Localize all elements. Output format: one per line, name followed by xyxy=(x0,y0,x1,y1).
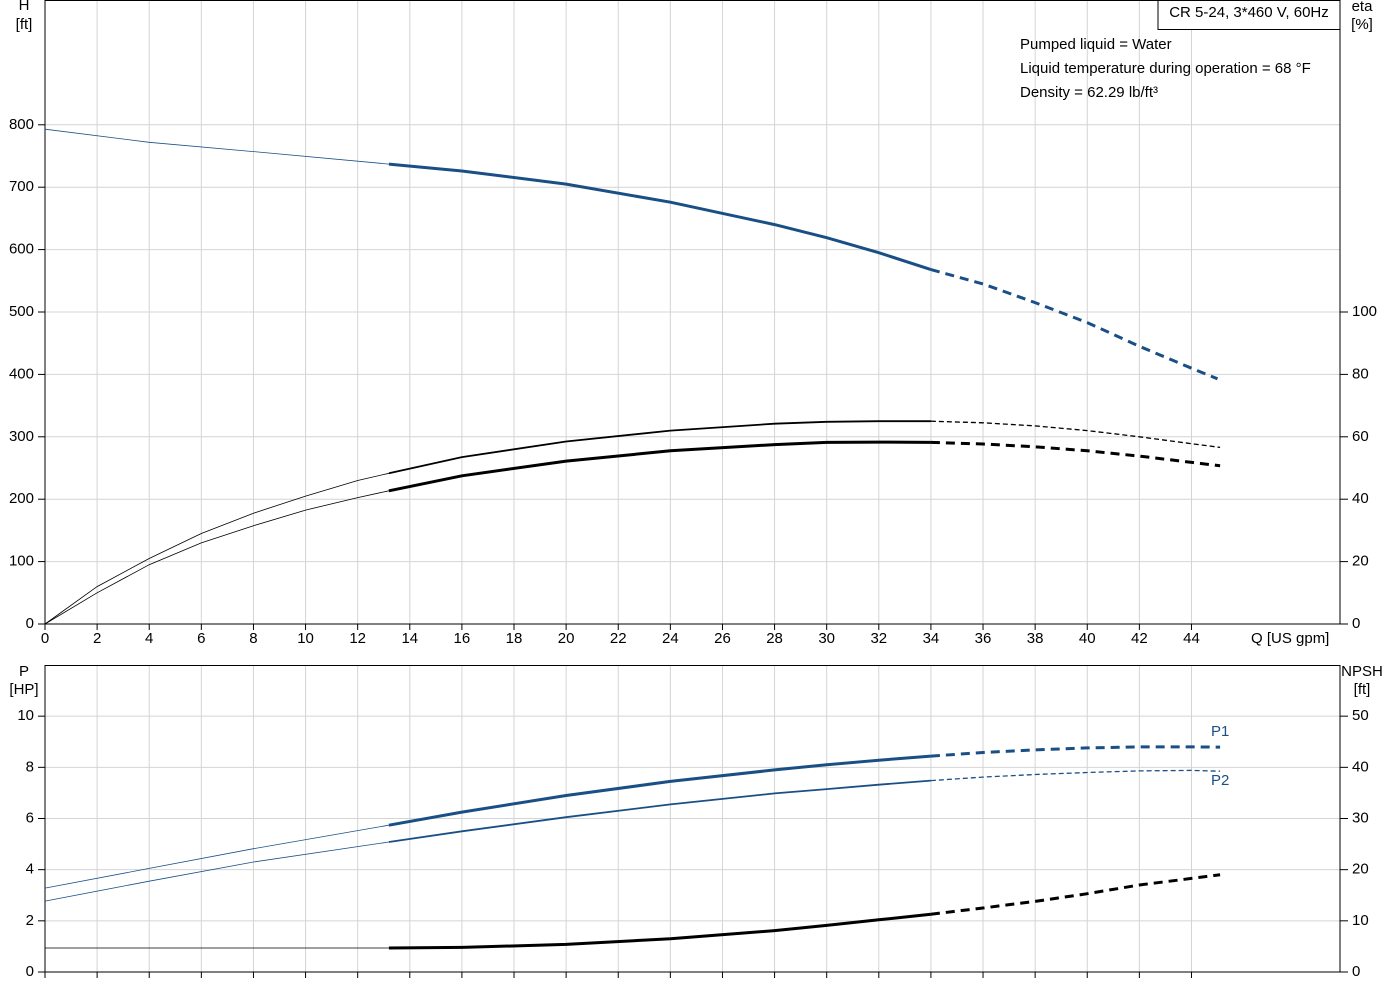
plot-frame xyxy=(44,665,1341,973)
y-tick-label: 100 xyxy=(9,553,34,570)
annotation: Density = 62.29 lb/ft³ xyxy=(1020,84,1158,101)
y-tick-label: 700 xyxy=(9,178,34,195)
y-axis-label: H xyxy=(19,0,30,14)
title-box xyxy=(1157,0,1341,30)
curve xyxy=(930,268,1219,381)
y2-tick-label: 40 xyxy=(1352,490,1369,507)
y-axis-unit: [HP] xyxy=(9,681,38,698)
x-tick-label: 22 xyxy=(610,630,627,647)
curve xyxy=(44,841,389,902)
x-tick-label: 0 xyxy=(41,630,49,647)
curve xyxy=(930,420,1221,449)
y2-axis-label: eta xyxy=(1352,0,1374,15)
y2-tick-label: 0 xyxy=(1352,615,1360,632)
curve-label: P2 xyxy=(1211,772,1229,789)
x-tick-label: 24 xyxy=(662,630,679,647)
curve xyxy=(388,779,931,843)
x-tick-label: 26 xyxy=(714,630,731,647)
curve xyxy=(930,440,1221,468)
y2-tick-label: 0 xyxy=(1352,963,1360,980)
curve xyxy=(44,128,389,165)
y2-tick-label: 20 xyxy=(1352,861,1369,878)
x-tick-label: 40 xyxy=(1079,630,1096,647)
y-tick-label: 600 xyxy=(9,241,34,258)
x-axis-label: Q [US gpm] xyxy=(1251,630,1329,647)
y2-tick-label: 30 xyxy=(1352,809,1369,826)
x-tick-label: 14 xyxy=(401,630,418,647)
y2-tick-label: 80 xyxy=(1352,365,1369,382)
curve xyxy=(44,490,389,625)
x-tick-label: 34 xyxy=(923,630,940,647)
y-tick-label: 4 xyxy=(26,861,34,878)
y2-tick-label: 10 xyxy=(1352,912,1369,929)
x-tick-label: 28 xyxy=(766,630,783,647)
y-tick-label: 6 xyxy=(26,809,34,826)
y2-axis-unit: [ft] xyxy=(1354,681,1371,698)
y-tick-label: 500 xyxy=(9,303,34,320)
y2-axis-label: NPSH xyxy=(1341,663,1383,680)
y2-tick-label: 20 xyxy=(1352,553,1369,570)
x-tick-label: 12 xyxy=(349,630,366,647)
y2-tick-label: 50 xyxy=(1352,707,1369,724)
chart-title: CR 5-24, 3*460 V, 60Hz xyxy=(1169,4,1329,21)
curve xyxy=(388,912,932,950)
x-tick-label: 30 xyxy=(818,630,835,647)
y-tick-label: 8 xyxy=(26,758,34,775)
y-tick-label: 10 xyxy=(17,707,34,724)
x-tick-label: 8 xyxy=(249,630,257,647)
curve xyxy=(388,754,932,827)
curve xyxy=(930,745,1221,758)
curve xyxy=(930,769,1221,782)
y-tick-label: 400 xyxy=(9,365,34,382)
x-tick-label: 4 xyxy=(145,630,153,647)
y-tick-label: 0 xyxy=(26,963,34,980)
curve-label: P1 xyxy=(1211,723,1229,740)
x-tick-label: 16 xyxy=(454,630,471,647)
y-axis-label: P xyxy=(19,663,29,680)
y2-tick-label: 60 xyxy=(1352,428,1369,445)
curve xyxy=(930,873,1221,916)
curve xyxy=(388,162,932,272)
annotation: Pumped liquid = Water xyxy=(1020,36,1172,53)
plot-frame xyxy=(44,0,1341,625)
x-tick-label: 42 xyxy=(1131,630,1148,647)
x-tick-label: 36 xyxy=(975,630,992,647)
y-tick-label: 0 xyxy=(26,615,34,632)
x-tick-label: 44 xyxy=(1183,630,1200,647)
x-tick-label: 20 xyxy=(558,630,575,647)
annotation: Liquid temperature during operation = 68… xyxy=(1020,60,1311,77)
curve xyxy=(44,824,389,889)
x-tick-label: 10 xyxy=(297,630,314,647)
x-tick-label: 6 xyxy=(197,630,205,647)
x-tick-label: 38 xyxy=(1027,630,1044,647)
y-tick-label: 2 xyxy=(26,912,34,929)
curve xyxy=(388,440,931,493)
y2-axis-unit: [%] xyxy=(1351,16,1373,33)
y-tick-label: 800 xyxy=(9,116,34,133)
y2-tick-label: 40 xyxy=(1352,758,1369,775)
y-tick-label: 200 xyxy=(9,490,34,507)
y-tick-label: 300 xyxy=(9,428,34,445)
x-tick-label: 18 xyxy=(506,630,523,647)
x-tick-label: 2 xyxy=(93,630,101,647)
y-axis-unit: [ft] xyxy=(16,16,33,33)
x-tick-label: 32 xyxy=(870,630,887,647)
curve xyxy=(44,472,389,625)
y2-tick-label: 100 xyxy=(1352,303,1377,320)
curve xyxy=(388,420,931,475)
